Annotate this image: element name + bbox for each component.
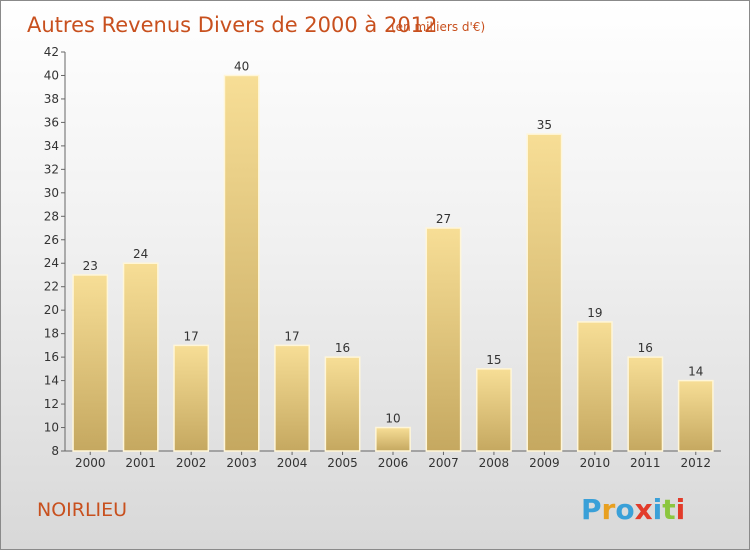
y-tick-label: 18 xyxy=(44,327,59,341)
data-label-2006: 10 xyxy=(385,412,400,426)
x-tick-label-2009: 2009 xyxy=(529,456,560,470)
bar-2002 xyxy=(173,344,210,452)
y-tick-label: 16 xyxy=(44,350,59,364)
bar-2003 xyxy=(223,74,260,452)
x-tick-label-2006: 2006 xyxy=(378,456,409,470)
x-tick-label-2002: 2002 xyxy=(176,456,207,470)
y-tick-label: 22 xyxy=(44,280,59,294)
logo-letter: P xyxy=(581,493,602,526)
x-tick-label-2001: 2001 xyxy=(125,456,156,470)
y-tick-label: 26 xyxy=(44,233,59,247)
chart-title: Autres Revenus Divers de 2000 à 2012 xyxy=(27,13,437,37)
x-tick-label-2000: 2000 xyxy=(75,456,106,470)
y-tick-label: 8 xyxy=(51,444,59,458)
data-label-2007: 27 xyxy=(436,212,451,226)
x-tick-label-2008: 2008 xyxy=(479,456,510,470)
y-tick-label: 24 xyxy=(44,256,59,270)
data-label-2003: 40 xyxy=(234,59,249,73)
bar-2000 xyxy=(72,274,109,452)
logo-letter: i xyxy=(676,493,686,526)
data-label-2004: 17 xyxy=(284,329,299,343)
logo-letter: t xyxy=(662,493,675,526)
commune-name: NOIRLIEU xyxy=(37,499,127,521)
bar-2007 xyxy=(425,227,462,452)
y-tick-label: 34 xyxy=(44,139,59,153)
x-tick-label-2010: 2010 xyxy=(580,456,611,470)
y-tick-label: 14 xyxy=(44,374,59,388)
y-tick-label: 30 xyxy=(44,186,59,200)
x-tick-label-2011: 2011 xyxy=(630,456,661,470)
bar-2006 xyxy=(375,426,411,452)
data-label-2001: 24 xyxy=(133,247,148,261)
x-tick-label-2003: 2003 xyxy=(226,456,257,470)
bar-2009 xyxy=(526,133,563,452)
y-tick-label: 36 xyxy=(44,115,59,129)
data-label-2009: 35 xyxy=(537,118,552,132)
logo-letter: x xyxy=(635,493,653,526)
x-tick-label-2007: 2007 xyxy=(428,456,459,470)
y-tick-label: 28 xyxy=(44,209,59,223)
y-tick-label: 38 xyxy=(44,92,59,106)
bar-2001 xyxy=(122,262,159,452)
bar-2005 xyxy=(324,356,361,452)
y-tick-label: 42 xyxy=(44,45,59,59)
y-tick-label: 12 xyxy=(44,397,59,411)
chart-subtitle: (en milliers d'€) xyxy=(391,20,485,34)
data-label-2002: 17 xyxy=(184,329,199,343)
y-tick-label: 40 xyxy=(44,68,59,82)
data-label-2005: 16 xyxy=(335,341,350,355)
y-tick-label: 20 xyxy=(44,303,59,317)
logo-letter: i xyxy=(653,493,663,526)
axes: 8 10 12 14 16 18 20 22 24 26 28 30 32 34 36 38 40 42 2000 2… xyxy=(44,45,721,470)
bar-2010 xyxy=(576,321,613,452)
x-tick-label-2004: 2004 xyxy=(277,456,308,470)
y-tick-label: 32 xyxy=(44,162,59,176)
proxiti-logo: Proxiti xyxy=(581,493,685,526)
bar-2012 xyxy=(677,379,714,452)
data-label-2011: 16 xyxy=(638,341,653,355)
data-label-2008: 15 xyxy=(486,353,501,367)
x-tick-label-2005: 2005 xyxy=(327,456,358,470)
data-label-2000: 23 xyxy=(83,259,98,273)
data-label-2010: 19 xyxy=(587,306,602,320)
x-tick-label-2012: 2012 xyxy=(680,456,711,470)
logo-letter: o xyxy=(615,493,634,526)
bars-group: 23 24 17 40 17 16 10 27 15 35 19 16 14 xyxy=(72,59,714,452)
y-tick-label: 10 xyxy=(44,421,59,435)
logo-letter: r xyxy=(602,493,616,526)
bar-2011 xyxy=(627,356,664,452)
bar-2008 xyxy=(476,368,512,452)
data-label-2012: 14 xyxy=(688,365,703,379)
bar-2004 xyxy=(274,344,310,452)
